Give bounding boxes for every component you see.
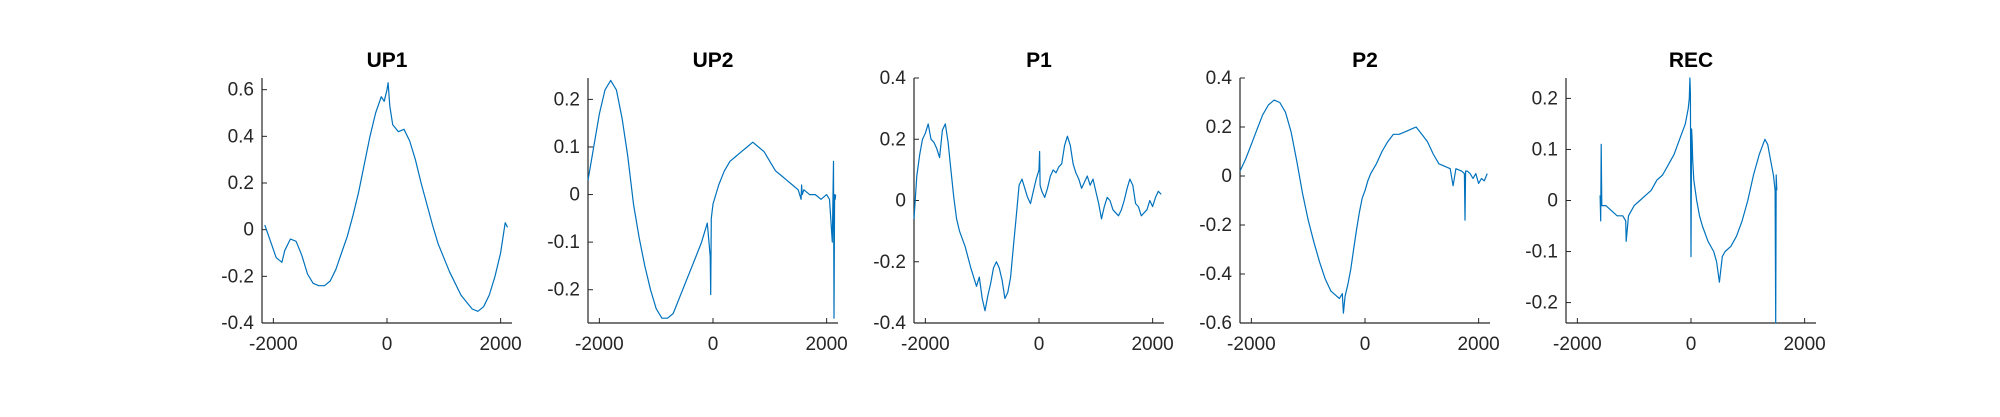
y-tick-label: 0.6 — [228, 80, 254, 101]
x-tick-label: 2000 — [1783, 334, 1825, 355]
x-tick-label: 2000 — [479, 334, 521, 355]
y-tick-label: -0.4 — [1199, 264, 1232, 285]
y-tick-label: -0.6 — [1199, 313, 1232, 334]
panel-title: P1 — [1026, 49, 1052, 72]
y-tick-label: -0.4 — [221, 313, 254, 334]
y-tick-label: -0.1 — [547, 232, 580, 253]
y-tick-label: -0.2 — [1525, 293, 1558, 314]
panel-up1: -2000 0 2000 -0.4 -0.2 0 0.2 0.4 0.6 UP1 — [221, 49, 522, 355]
series-line — [913, 123, 1162, 312]
y-tick-label: -0.2 — [873, 252, 906, 273]
y-tick-label: 0.2 — [1532, 88, 1558, 109]
x-tick-label: 0 — [1360, 334, 1371, 355]
y-tick-label: 0.2 — [1206, 117, 1232, 138]
panel-rec: -2000 0 2000 -0.2 -0.1 0 0.1 0.2 REC — [1525, 49, 1826, 355]
y-tick-label: 0 — [243, 220, 254, 241]
series-line — [1599, 77, 1778, 324]
series-line — [587, 79, 837, 319]
y-tick-label: 0 — [1221, 166, 1232, 187]
y-tick-label: 0.4 — [228, 126, 255, 147]
x-tick-label: 0 — [1686, 334, 1697, 355]
y-tick-label: -0.2 — [547, 280, 580, 301]
panel-title: UP1 — [367, 49, 408, 72]
x-tick-label: -2000 — [575, 334, 624, 355]
x-tick-label: 0 — [382, 334, 393, 355]
panel-title: P2 — [1352, 49, 1378, 72]
y-tick-label: -0.2 — [1199, 215, 1232, 236]
x-tick-label: 0 — [1034, 334, 1045, 355]
x-tick-label: -2000 — [1227, 334, 1276, 355]
y-tick-label: 0.2 — [554, 89, 580, 110]
panel-title: REC — [1669, 49, 1713, 72]
y-tick-label: -0.1 — [1525, 242, 1558, 263]
y-tick-label: 0.2 — [880, 129, 906, 150]
x-tick-label: 2000 — [1131, 334, 1173, 355]
y-tick-label: 0.2 — [228, 173, 254, 194]
panel-p1: -2000 0 2000 -0.4 -0.2 0 0.2 0.4 P1 — [873, 49, 1174, 355]
y-tick-label: 0 — [895, 191, 906, 212]
y-tick-label: -0.2 — [221, 266, 254, 287]
y-tick-label: 0 — [1547, 191, 1558, 212]
x-tick-label: 2000 — [805, 334, 847, 355]
series-line — [264, 82, 509, 312]
y-tick-label: -0.4 — [873, 313, 906, 334]
y-tick-label: 0 — [569, 185, 580, 206]
x-tick-label: -2000 — [1553, 334, 1602, 355]
y-tick-label: 0.1 — [1532, 139, 1558, 160]
series-line — [1239, 99, 1488, 314]
x-tick-label: -2000 — [901, 334, 950, 355]
x-tick-label: 0 — [708, 334, 719, 355]
y-tick-label: 0.4 — [1206, 68, 1233, 89]
y-tick-label: 0.4 — [880, 68, 907, 89]
y-tick-label: 0.1 — [554, 137, 580, 158]
x-tick-label: -2000 — [249, 334, 298, 355]
x-tick-label: 2000 — [1457, 334, 1499, 355]
panel-p2: -2000 0 2000 -0.6 -0.4 -0.2 0 0.2 0.4 P2 — [1199, 49, 1500, 355]
panel-title: UP2 — [693, 49, 734, 72]
panel-up2: -2000 0 2000 -0.2 -0.1 0 0.1 0.2 UP2 — [547, 49, 848, 355]
